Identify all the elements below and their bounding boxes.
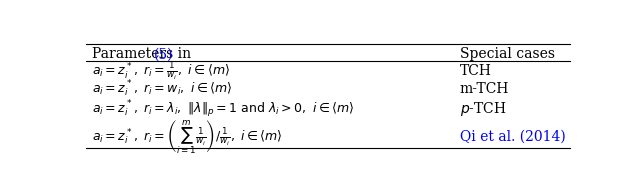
Text: $a_i = z_i^*,\ r_i = w_i,\ i \in \langle m \rangle$: $a_i = z_i^*,\ r_i = w_i,\ i \in \langle… xyxy=(92,79,232,99)
Text: (5): (5) xyxy=(154,47,173,61)
Text: TCH: TCH xyxy=(460,64,492,78)
Text: Qi et al. (2014): Qi et al. (2014) xyxy=(460,130,566,144)
Text: $a_i = z_i^*,\ r_i = \left(\sum_{i=1}^{m} \frac{1}{w_i}\right)/\frac{1}{w_i},\ i: $a_i = z_i^*,\ r_i = \left(\sum_{i=1}^{m… xyxy=(92,118,282,156)
Text: $a_i = z_i^*,\ r_i = \lambda_i,\ \|\lambda\|_p = 1\ \mathrm{and}\ \lambda_i > 0,: $a_i = z_i^*,\ r_i = \lambda_i,\ \|\lamb… xyxy=(92,99,354,119)
Text: $p$-TCH: $p$-TCH xyxy=(460,100,506,118)
Text: Special cases: Special cases xyxy=(460,47,555,61)
Text: $a_i = z_i^*,\ r_i = \frac{1}{w_i},\ i \in \langle m \rangle$: $a_i = z_i^*,\ r_i = \frac{1}{w_i},\ i \… xyxy=(92,60,230,82)
Text: m-TCH: m-TCH xyxy=(460,82,509,96)
Text: Parameters in: Parameters in xyxy=(92,47,195,61)
